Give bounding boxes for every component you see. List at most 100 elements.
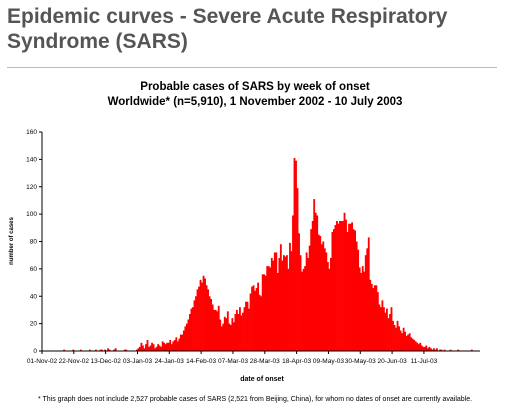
case-bar — [370, 283, 373, 351]
case-bar — [113, 349, 116, 351]
case-bar — [304, 266, 307, 351]
case-bar — [364, 255, 367, 351]
case-bar — [402, 327, 405, 351]
case-bar — [149, 345, 152, 351]
case-bar — [378, 304, 381, 351]
case-bar — [179, 334, 182, 351]
case-bar — [108, 349, 111, 351]
case-bar — [284, 256, 287, 351]
bars-group — [63, 158, 473, 352]
case-bar — [232, 322, 235, 351]
case-bar — [404, 331, 407, 351]
footnote: * This graph does not include 2,527 prob… — [37, 396, 473, 403]
case-bar — [139, 346, 141, 351]
case-bar — [176, 341, 179, 351]
y-tick-label: 40 — [30, 293, 38, 300]
case-bar — [242, 312, 244, 351]
case-bar — [195, 296, 197, 351]
case-bar — [235, 309, 238, 351]
case-bar — [331, 231, 334, 351]
case-bar — [187, 319, 190, 351]
y-ticks-group: 0 20 40 60 80 100 120 140 160 — [26, 129, 42, 355]
case-bar — [272, 260, 275, 351]
case-bar — [213, 309, 216, 351]
x-tick-label: 30-May-03 — [345, 358, 376, 365]
y-tick-label: 140 — [26, 156, 37, 163]
case-bar — [205, 285, 208, 351]
case-bar — [95, 349, 97, 351]
case-bar — [375, 285, 378, 351]
y-tick-label: 120 — [26, 184, 37, 191]
case-bar — [414, 341, 417, 351]
case-bar — [399, 330, 402, 351]
case-bar — [296, 188, 299, 351]
case-bar — [363, 271, 366, 351]
case-bar — [325, 252, 328, 351]
case-bar — [395, 327, 397, 351]
case-bar — [319, 236, 322, 351]
case-bar — [422, 346, 425, 351]
case-bar — [146, 340, 149, 351]
y-tick-label: 160 — [26, 129, 37, 136]
case-bar — [63, 349, 66, 351]
case-bar — [433, 348, 435, 351]
case-bar — [104, 349, 106, 351]
case-bar — [137, 348, 140, 351]
case-bar — [208, 296, 211, 351]
case-bar — [393, 324, 396, 351]
case-bar — [142, 345, 144, 351]
x-tick-label: 20-Jun-03 — [377, 358, 407, 365]
case-bar — [225, 318, 228, 351]
case-bar — [125, 349, 128, 351]
case-bar — [234, 314, 237, 351]
x-tick-label: 09-May-03 — [313, 358, 344, 365]
y-tick-label: 0 — [33, 348, 37, 355]
case-bar — [358, 267, 361, 351]
case-bar — [384, 312, 387, 351]
case-bar — [302, 268, 305, 352]
case-bar — [155, 346, 158, 351]
case-bar — [386, 308, 388, 351]
case-bar — [278, 257, 281, 351]
case-bar — [392, 320, 394, 351]
page-title: Epidemic curves - Severe Acute Respirato… — [7, 5, 448, 53]
case-bar — [279, 244, 282, 351]
case-bar — [275, 252, 278, 351]
case-bar — [381, 300, 384, 351]
case-bar — [214, 309, 217, 351]
case-bar — [307, 257, 310, 351]
case-bar — [135, 349, 138, 351]
case-bar — [193, 300, 196, 351]
case-bar — [246, 301, 249, 351]
x-tick-label: 28-Mar-03 — [250, 358, 280, 365]
y-tick-label: 60 — [30, 266, 38, 273]
case-bar — [270, 257, 273, 351]
case-bar — [416, 342, 419, 351]
case-bar — [263, 274, 266, 351]
case-bar — [360, 272, 363, 351]
case-bar — [273, 252, 276, 351]
case-bar — [419, 342, 422, 351]
case-bar — [417, 344, 420, 351]
case-bar — [373, 285, 376, 351]
y-tick-label: 20 — [30, 321, 38, 328]
case-bar — [292, 215, 294, 351]
case-bar — [443, 349, 446, 351]
case-bar — [449, 349, 452, 351]
case-bar — [123, 349, 126, 351]
case-bar — [289, 242, 291, 351]
case-bar — [148, 346, 150, 351]
case-bar — [249, 293, 252, 351]
case-bar — [220, 326, 223, 351]
case-bar — [320, 244, 323, 351]
case-bar — [293, 158, 296, 351]
case-bar — [185, 323, 188, 352]
case-bar — [413, 340, 416, 351]
case-bar — [426, 348, 429, 351]
case-bar — [376, 292, 379, 351]
case-bar — [266, 266, 269, 351]
case-bar — [290, 251, 293, 351]
case-bar — [431, 349, 434, 351]
case-bar — [181, 334, 184, 351]
case-bar — [254, 290, 256, 351]
